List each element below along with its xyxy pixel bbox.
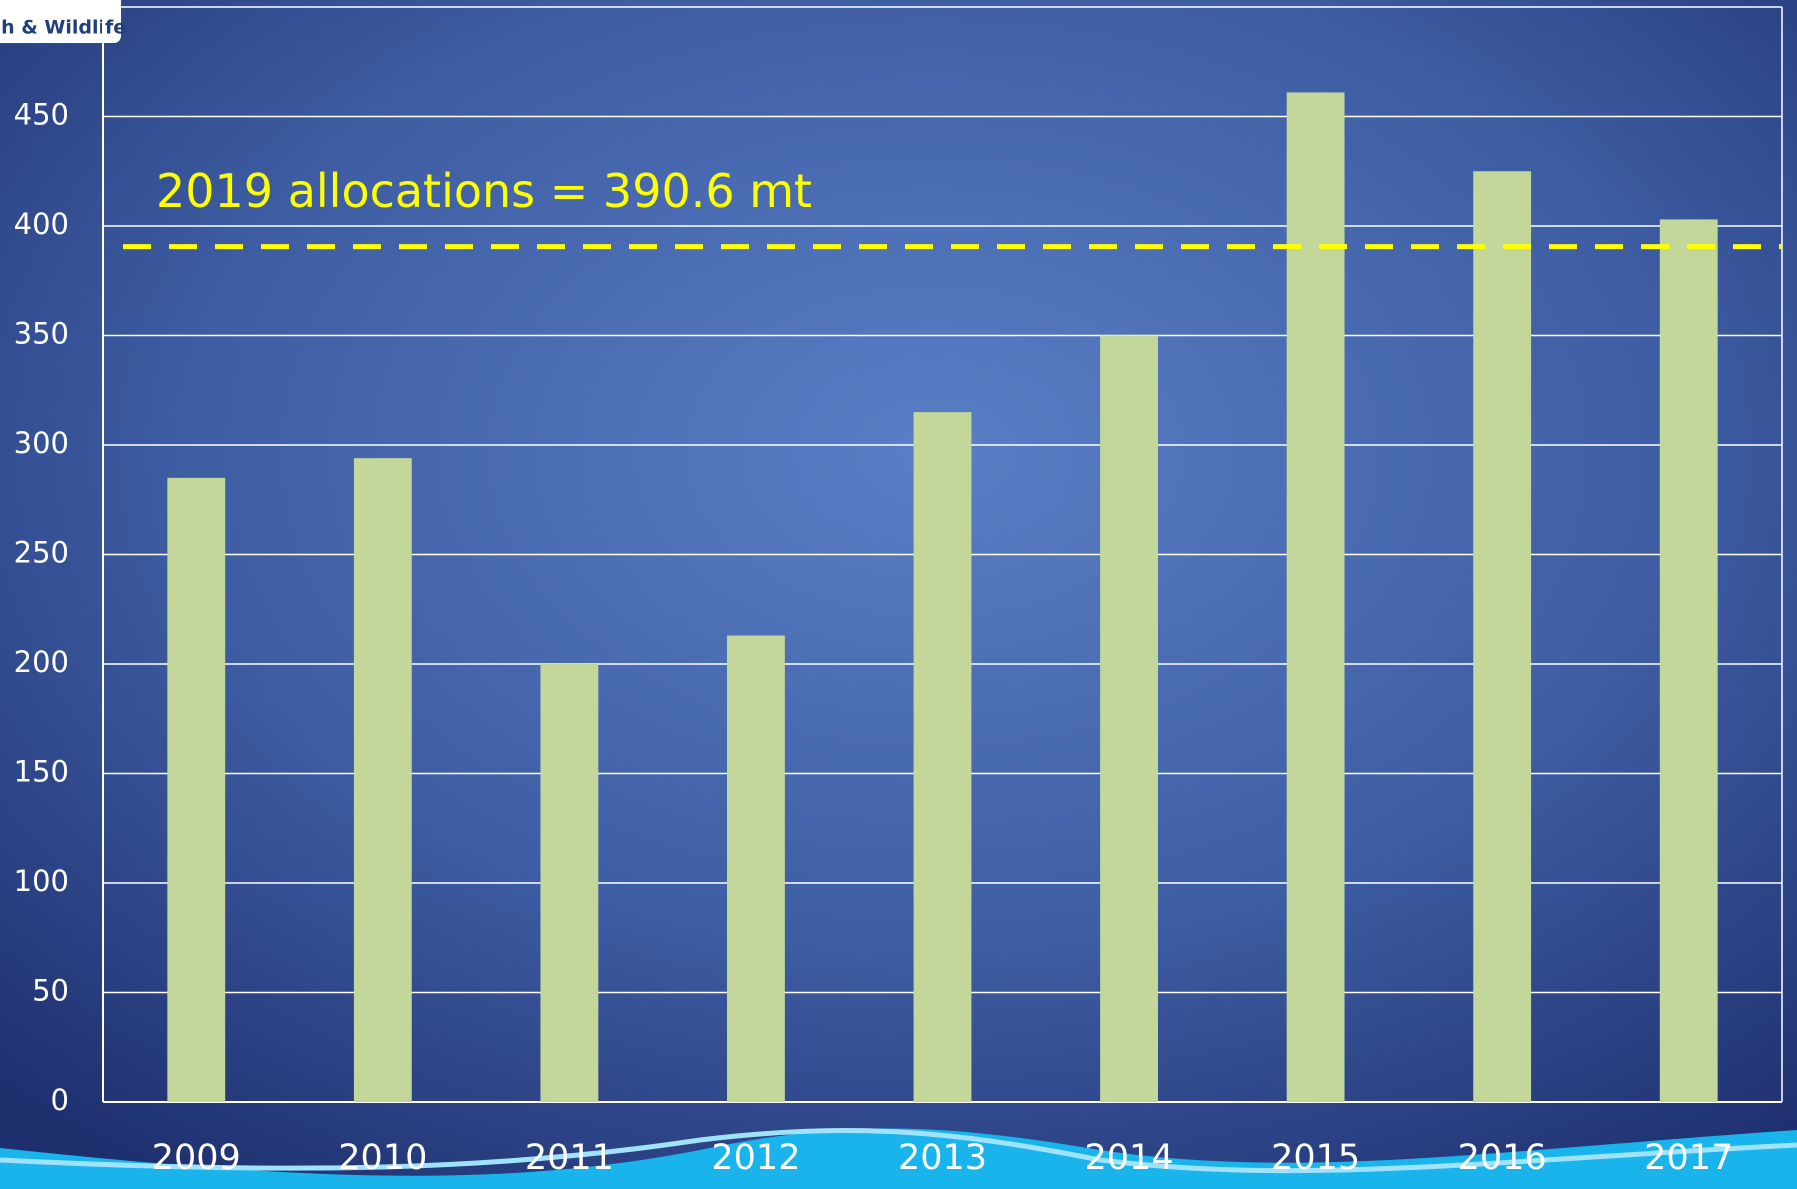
x-tick-label: 2014 bbox=[1085, 1138, 1174, 1178]
bar bbox=[167, 477, 226, 1103]
bar bbox=[1659, 219, 1718, 1102]
x-tick-label: 2013 bbox=[898, 1138, 987, 1178]
x-tick-label: 2012 bbox=[711, 1138, 800, 1178]
bar bbox=[913, 412, 972, 1102]
bar bbox=[353, 458, 412, 1102]
x-tick-label: 2009 bbox=[152, 1138, 241, 1178]
reference-label: 2019 allocations = 390.6 mt bbox=[156, 164, 812, 218]
x-tick-label: 2016 bbox=[1458, 1138, 1547, 1178]
y-tick-label: 450 bbox=[14, 98, 69, 132]
wave-decoration bbox=[0, 1128, 1797, 1189]
x-tick-label: 2010 bbox=[338, 1138, 427, 1178]
bar bbox=[727, 635, 785, 1102]
wave-highlight bbox=[0, 1128, 1797, 1174]
x-tick-label: 2017 bbox=[1644, 1138, 1733, 1178]
y-tick-label: 500 bbox=[14, 0, 69, 22]
y-tick-label: 100 bbox=[14, 864, 69, 898]
y-tick-label: 300 bbox=[14, 426, 69, 460]
logo-box bbox=[0, 0, 123, 45]
x-tick-label: 2015 bbox=[1271, 1138, 1360, 1178]
bar bbox=[1473, 171, 1532, 1102]
y-tick-label: 0 bbox=[51, 1083, 69, 1117]
bar bbox=[1100, 335, 1158, 1102]
x-tick-label: 2011 bbox=[525, 1138, 614, 1178]
logo-text: sh & Wildlife bbox=[0, 17, 126, 39]
y-tick-label: 250 bbox=[14, 536, 69, 570]
y-tick-label: 50 bbox=[32, 974, 69, 1008]
y-tick-label: 200 bbox=[14, 645, 69, 679]
bar bbox=[540, 664, 599, 1102]
bar bbox=[1286, 92, 1345, 1102]
y-tick-label: 400 bbox=[14, 207, 69, 241]
y-tick-label: 350 bbox=[14, 317, 69, 351]
y-tick-label: 150 bbox=[14, 755, 69, 789]
